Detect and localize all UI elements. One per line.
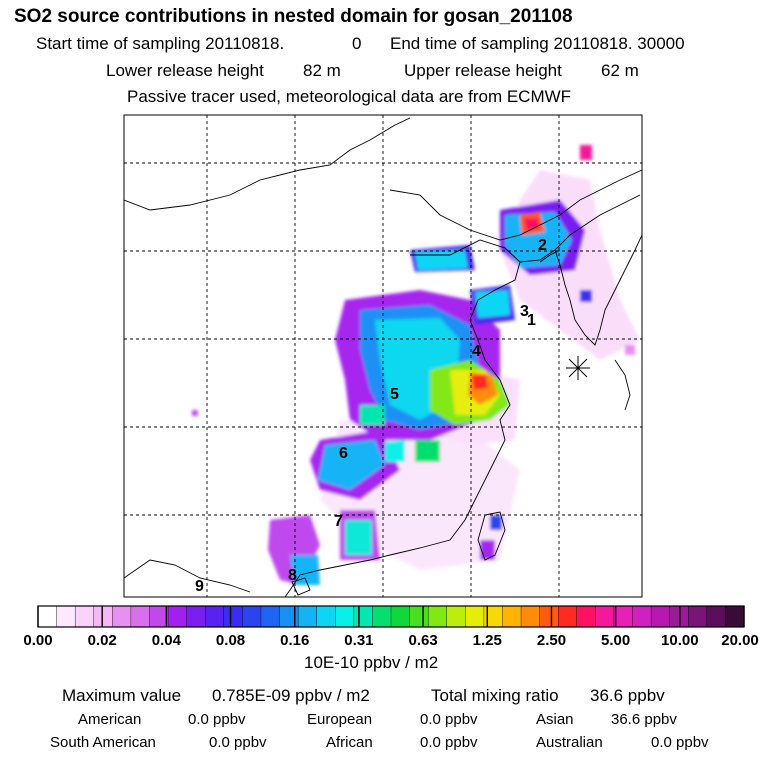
region-label-4: 4	[472, 343, 481, 360]
concentration-field	[192, 145, 640, 585]
upper-release-value: 62 m	[601, 61, 639, 80]
colorbar	[37, 605, 745, 628]
colorbar-segment	[242, 605, 262, 628]
colorbar-tick-label: 0.04	[151, 632, 181, 649]
region-label-5: 5	[390, 386, 399, 403]
colorbar-segment	[186, 605, 206, 628]
total-mixing-label: Total mixing ratio	[431, 686, 559, 705]
colorbar-segment	[56, 605, 76, 628]
colorbar-segment	[688, 605, 708, 628]
region-european-label: European	[307, 711, 373, 728]
national-borders	[519, 169, 642, 263]
colorbar-segment	[465, 605, 485, 628]
colorbar-segment	[427, 605, 448, 628]
colorbar-segment	[112, 605, 132, 628]
colorbar-segment	[576, 605, 596, 628]
colorbar-tick-label: 5.00	[601, 632, 631, 649]
colorbar-segment	[558, 605, 578, 628]
colorbar-segment	[167, 605, 188, 628]
region-asian-label: Asian	[536, 711, 574, 728]
receptor-star-icon	[566, 356, 590, 380]
lat-lon-grid	[124, 115, 642, 597]
colorbar-segment	[613, 605, 634, 628]
start-hour-value: 0	[352, 34, 362, 53]
colorbar-segment	[74, 605, 95, 628]
colorbar-major-ticks	[37, 606, 745, 627]
map-frame	[123, 114, 643, 598]
colorbar-segment	[446, 605, 466, 628]
region-south-american-value: 0.0 ppbv	[209, 734, 267, 751]
map-title: SO2 source contributions in nested domai…	[14, 6, 573, 27]
colorbar-segment	[223, 605, 243, 628]
colorbar-segment	[260, 605, 281, 628]
colorbar-tick-label: 0.02	[87, 632, 117, 649]
colorbar-segment	[390, 605, 411, 628]
region-asian-value: 36.6 ppbv	[611, 711, 677, 728]
colorbar-segment	[650, 605, 671, 628]
colorbar-segment	[279, 605, 299, 628]
region-african-label: African	[326, 734, 373, 751]
tracer-note: Passive tracer used, meteorological data…	[127, 87, 572, 106]
colorbar-unit: 10E-10 ppbv / m2	[304, 653, 439, 672]
colorbar-segment	[409, 605, 429, 628]
colorbar-tick-label: 0.63	[408, 632, 438, 649]
colorbar-segment	[725, 605, 745, 628]
colorbar-tick-label: 10.00	[661, 632, 699, 649]
lower-release-value: 82 m	[303, 61, 341, 80]
colorbar-segment	[93, 605, 113, 628]
total-mixing-value: 36.6 ppbv	[590, 686, 665, 705]
colorbar-segment	[316, 605, 336, 628]
colorbar-segment	[297, 605, 318, 628]
colorbar-segment	[539, 605, 559, 628]
region-australian-label: Australian	[536, 734, 603, 751]
colorbar-segment	[205, 605, 225, 628]
region-label-1: 1	[527, 312, 536, 329]
colorbar-tick-label: 0.08	[215, 632, 246, 649]
region-european-value: 0.0 ppbv	[420, 711, 478, 728]
region-label-2: 2	[538, 237, 547, 254]
colorbar-segment	[632, 605, 652, 628]
colorbar-segment	[353, 605, 373, 628]
colorbar-segment	[335, 605, 355, 628]
colorbar-segment	[130, 605, 150, 628]
colorbar-tick-label: 1.25	[472, 632, 502, 649]
lower-release-label: Lower release height	[106, 61, 264, 80]
region-label-6: 6	[339, 445, 348, 462]
region-american-value: 0.0 ppbv	[188, 711, 246, 728]
colorbar-segment	[149, 605, 169, 628]
colorbar-tick-label: 2.50	[536, 632, 567, 649]
colorbar-segment	[37, 605, 58, 628]
colorbar-tick-label: 20.00	[721, 632, 759, 649]
start-time-label: Start time of sampling 20110818.	[36, 34, 285, 53]
colorbar-segment	[706, 605, 726, 628]
colorbar-segment	[372, 605, 392, 628]
colorbar-segment	[595, 605, 615, 628]
colorbar-tick-label: 0.31	[344, 632, 374, 649]
colorbar-tick-label: 0.16	[280, 632, 310, 649]
max-value: 0.785E-09 ppbv / m2	[212, 686, 370, 705]
max-value-label: Maximum value	[62, 686, 182, 705]
end-time-label: End time of sampling 20110818. 30000	[390, 34, 685, 53]
region-american-label: American	[78, 711, 142, 728]
colorbar-tick-label: 0.00	[23, 632, 53, 649]
region-african-value: 0.0 ppbv	[420, 734, 478, 751]
region-label-8: 8	[288, 567, 297, 584]
colorbar-segment	[502, 605, 522, 628]
region-australian-value: 0.0 ppbv	[651, 734, 709, 751]
region-label-9: 9	[195, 578, 204, 595]
region-label-7: 7	[334, 513, 343, 530]
upper-release-label: Upper release height	[404, 61, 562, 80]
coastlines	[124, 117, 642, 597]
region-south-american-label: South American	[50, 734, 156, 751]
colorbar-segment	[520, 605, 541, 628]
region-label-3: 3	[520, 303, 529, 320]
